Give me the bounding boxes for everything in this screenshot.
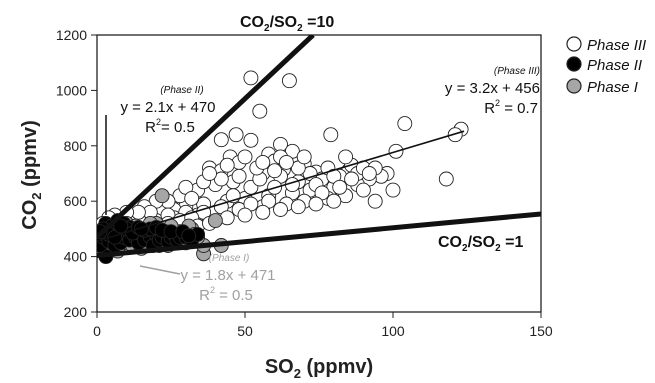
x-tick-label: 50 [237,323,253,339]
point-phase-iii [255,154,271,170]
ratio-1-line [97,211,541,258]
x-axis-title: SO2 (ppmv) [265,356,373,381]
point-phase-iii [344,171,360,187]
phase1-fit-phase: (Phase I) [209,253,250,264]
phase2-fit-phase: (Phase II) [160,85,203,96]
point-phase-iii [355,182,371,198]
reference-lines [97,35,541,258]
legend-label-phase-iii: Phase III [587,37,646,54]
point-phase-iii [219,157,235,173]
x-tick-label: 150 [529,323,553,339]
y-axis: 200 400 600 800 1000 1200 [56,27,97,320]
point-phase-iii [447,127,463,143]
phase3-fit-phase: (Phase III) [494,66,540,77]
y-tick-label: 1200 [56,27,87,43]
point-phase-iii [278,154,294,170]
point-phase-iii [385,182,401,198]
point-phase-i [154,188,170,204]
point-phase-iii [237,149,253,165]
phase1-fit-r2: R2 = 0.5 [199,285,253,304]
point-phase-iii [338,149,354,165]
y-tick-label: 800 [64,138,88,154]
phase1-fit-leader [139,265,181,275]
y-tick-label: 600 [64,193,88,209]
point-phase-iii [267,163,283,179]
point-phase-iii [323,127,339,143]
point-phase-iii [296,149,312,165]
point-phase-iii [273,202,288,217]
point-phase-iii [231,168,247,184]
point-phase-iii [397,116,413,132]
y-tick-label: 1000 [56,82,87,98]
y-tick-label: 200 [64,304,88,320]
point-phase-iii [228,127,244,143]
point-phase-ii [133,221,149,237]
y-axis-title: CO2 (ppmv) [19,120,44,229]
point-phase-iii [237,207,253,223]
x-tick-label: 100 [381,323,405,339]
phase2-fit-equation: y = 2.1x + 470 [120,99,215,116]
point-phase-iii [255,204,271,220]
point-phase-iii [213,132,229,148]
ratio-10-line [97,35,315,240]
point-phase-ii [113,218,129,234]
phase3-fit-line [97,130,465,242]
phase1-fit-equation: y = 1.8x + 471 [180,267,275,284]
phase2-fit-r2: R2= 0.5 [145,117,195,136]
point-phase-ii [181,228,197,244]
point-phase-iii [290,199,306,215]
point-phase-iii [184,190,200,206]
point-phase-iii [367,193,383,209]
point-phase-iii [243,70,259,86]
point-phase-iii [438,171,454,187]
point-phase-iii [326,193,342,209]
y-tick-label: 400 [64,249,88,265]
legend-marker-phase-i [566,78,582,94]
phase3-fit-r2: R2 = 0.7 [484,98,538,117]
legend: Phase III Phase II Phase I [566,36,646,96]
legend-marker-phase-ii [566,56,582,72]
plot-frame [96,34,542,313]
annotations: CO2/SO2 =10 CO2/SO2 =1 (Phase III) y = 3… [105,14,540,304]
point-phase-i [207,213,223,229]
legend-label-phase-i: Phase I [587,79,638,96]
point-phase-iii [308,196,324,212]
legend-marker-phase-iii [566,36,582,52]
phase3-fit-equation: y = 3.2x + 456 [445,80,540,97]
ratio-10-label: CO2/SO2 =10 [240,14,334,34]
point-phase-iii [202,166,217,181]
x-axis: 0 50 100 150 [93,312,553,339]
point-phase-iii [332,179,348,195]
ratio-1-label: CO2/SO2 =1 [438,234,523,254]
point-phase-iii [243,132,259,148]
point-phase-iii [281,73,297,89]
x-tick-label: 0 [93,323,101,339]
plot-area [96,34,542,313]
point-phase-iii [361,166,377,181]
point-phase-iii [252,103,268,119]
legend-label-phase-ii: Phase II [587,57,642,74]
